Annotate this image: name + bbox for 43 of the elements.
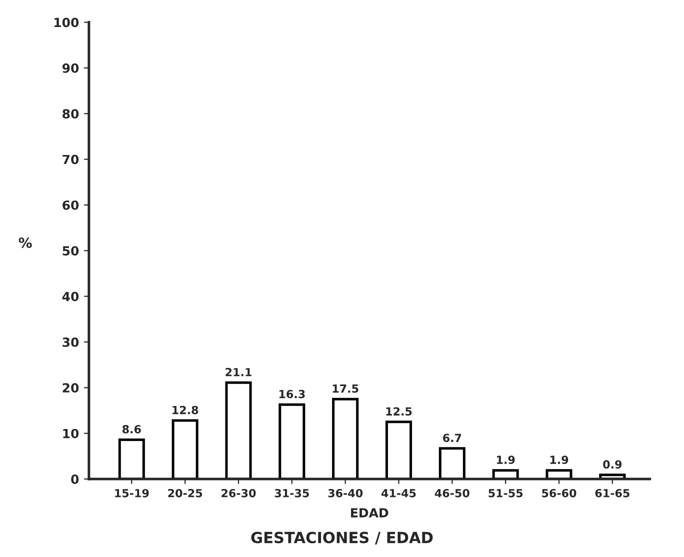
data-label: 8.6 [122, 425, 141, 434]
x-tick-label: 41-45 [381, 489, 416, 498]
bar [546, 469, 572, 480]
data-label: 1.9 [550, 456, 568, 464]
data-label: 12.5 [386, 407, 412, 416]
x-tick-label: 26-30 [222, 488, 256, 498]
bar [278, 403, 306, 480]
y-tick-label: 60 [62, 200, 79, 210]
bar [225, 381, 252, 480]
data-label: 1.9 [496, 456, 515, 464]
data-label: 12.8 [172, 406, 198, 414]
y-tick-label: 20 [62, 383, 79, 393]
y-tick-label: 10 [63, 428, 79, 438]
x-tick-label: 20-25 [168, 488, 202, 498]
bar [118, 438, 145, 480]
y-tick-label: 0 [71, 474, 79, 484]
y-tick-label: 40 [62, 292, 79, 302]
y-axis-title: % [18, 237, 32, 248]
x-axis-title: EDAD [351, 508, 388, 518]
y-tick-label: 70 [62, 154, 79, 164]
bar [332, 398, 359, 480]
data-label: 0.9 [603, 460, 622, 469]
x-tick-label: 51-55 [488, 489, 523, 498]
y-tick-label: 50 [62, 246, 79, 256]
text: GESTACIONES / EDAD [251, 532, 433, 544]
x-tick-label: 36-40 [328, 488, 363, 498]
x-tick-label: 61-65 [595, 488, 630, 498]
data-label: 16.3 [279, 390, 305, 398]
x-tick-label: 15-19 [115, 488, 149, 498]
bar [438, 447, 466, 480]
y-tick-label: 90 [62, 63, 79, 73]
bar [385, 420, 412, 480]
data-label: 6.7 [443, 434, 462, 442]
y-tick-label: 30 [62, 337, 79, 347]
bar [492, 469, 519, 480]
y-tick-label: 100 [54, 18, 79, 28]
x-tick-label: 31-35 [274, 488, 309, 498]
bar [172, 419, 198, 480]
data-label: 21.1 [226, 368, 252, 376]
y-tick-label: 80 [62, 109, 79, 119]
x-tick-label: 56-60 [542, 488, 576, 498]
x-tick-label: 46-50 [434, 488, 470, 498]
data-label: 17.5 [332, 384, 358, 393]
